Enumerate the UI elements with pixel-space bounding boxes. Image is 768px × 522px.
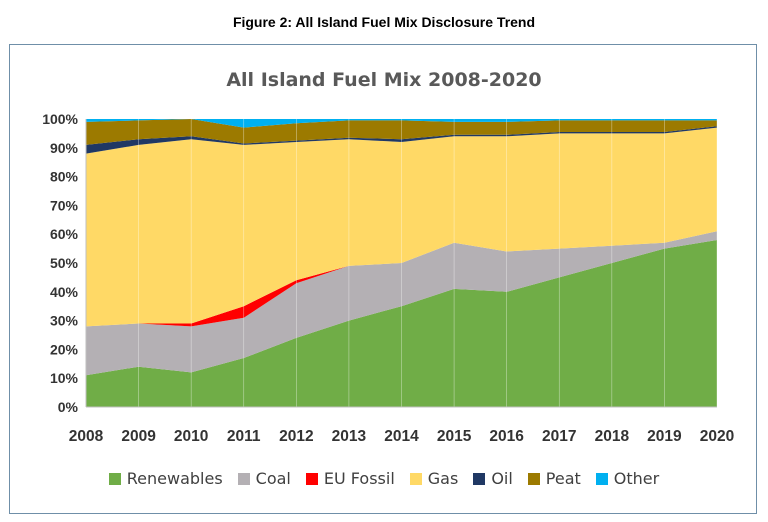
- legend-swatch: [409, 472, 422, 485]
- y-tick-label: 50%: [50, 255, 79, 271]
- x-tick-label: 2011: [227, 428, 261, 445]
- y-tick-label: 40%: [50, 284, 79, 300]
- x-tick-label: 2009: [121, 428, 156, 445]
- x-tick-label: 2018: [595, 428, 630, 445]
- legend-label: Other: [613, 469, 660, 488]
- x-tick-label: 2019: [647, 428, 682, 445]
- x-tick-label: 2020: [700, 428, 734, 445]
- y-tick-label: 20%: [50, 341, 79, 357]
- x-tick-label: 2008: [69, 428, 104, 445]
- legend-item-eu-fossil: EU Fossil: [305, 469, 395, 488]
- legend-item-peat: Peat: [527, 469, 581, 488]
- legend-item-oil: Oil: [473, 469, 513, 488]
- x-tick-label: 2013: [332, 428, 367, 445]
- y-tick-label: 30%: [50, 313, 79, 329]
- x-tick-label: 2017: [542, 428, 576, 445]
- legend-label: Renewables: [126, 469, 223, 488]
- legend-swatch: [595, 472, 608, 485]
- figure-caption: Figure 2: All Island Fuel Mix Disclosure…: [232, 14, 536, 30]
- chart-container: 0% 10% 20% 30% 40% 50% 60% 70% 80% 90% 100% 2008 200…: [9, 44, 757, 514]
- chart-plot: 0% 10% 20% 30% 40% 50% 60% 70% 80% 90% 100% 2008 200…: [42, 111, 734, 445]
- y-tick-label: 100%: [42, 111, 78, 127]
- y-tick-label: 10%: [50, 370, 79, 386]
- y-tick-label: 60%: [50, 226, 79, 242]
- legend-label: Gas: [427, 469, 459, 488]
- chart-legend: Renewables Coal EU Fossil Gas Oil Peat Other: [10, 469, 758, 488]
- legend-item-coal: Coal: [237, 469, 291, 488]
- x-tick-label: 2015: [437, 428, 472, 445]
- legend-item-other: Other: [595, 469, 660, 488]
- legend-swatch: [108, 472, 121, 485]
- legend-swatch: [527, 472, 540, 485]
- legend-item-renewables: Renewables: [108, 469, 223, 488]
- y-tick-label: 80%: [50, 169, 79, 185]
- y-tick-label: 70%: [50, 197, 79, 213]
- y-tick-label: 90%: [50, 140, 79, 156]
- legend-label: Peat: [545, 469, 581, 488]
- y-tick-label: 0%: [58, 399, 79, 415]
- x-tick-label: 2012: [279, 428, 313, 445]
- legend-swatch: [305, 472, 318, 485]
- x-tick-label: 2014: [384, 428, 419, 445]
- chart-title: All Island Fuel Mix 2008-2020: [226, 69, 542, 91]
- x-tick-label: 2016: [489, 428, 524, 445]
- legend-swatch: [237, 472, 250, 485]
- x-tick-label: 2010: [174, 428, 208, 445]
- legend-label: Coal: [255, 469, 291, 488]
- legend-label: Oil: [491, 469, 513, 488]
- legend-swatch: [473, 472, 486, 485]
- legend-label: EU Fossil: [323, 469, 395, 488]
- legend-item-gas: Gas: [409, 469, 459, 488]
